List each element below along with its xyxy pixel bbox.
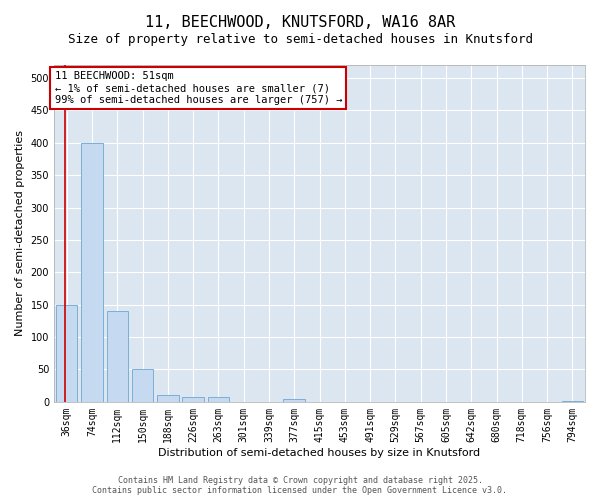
Text: 11, BEECHWOOD, KNUTSFORD, WA16 8AR: 11, BEECHWOOD, KNUTSFORD, WA16 8AR [145,15,455,30]
Bar [107,311,128,402]
Bar [283,398,305,402]
Y-axis label: Number of semi-detached properties: Number of semi-detached properties [15,130,25,336]
Text: Size of property relative to semi-detached houses in Knutsford: Size of property relative to semi-detach… [67,32,533,46]
Text: 11 BEECHWOOD: 51sqm
← 1% of semi-detached houses are smaller (7)
99% of semi-det: 11 BEECHWOOD: 51sqm ← 1% of semi-detache… [55,72,342,104]
Bar [208,398,229,402]
Bar [81,142,103,402]
X-axis label: Distribution of semi-detached houses by size in Knutsford: Distribution of semi-detached houses by … [158,448,481,458]
Bar [132,370,153,402]
Bar [56,304,77,402]
Bar [562,400,583,402]
Text: Contains HM Land Registry data © Crown copyright and database right 2025.
Contai: Contains HM Land Registry data © Crown c… [92,476,508,495]
Bar [157,396,179,402]
Bar [182,396,204,402]
